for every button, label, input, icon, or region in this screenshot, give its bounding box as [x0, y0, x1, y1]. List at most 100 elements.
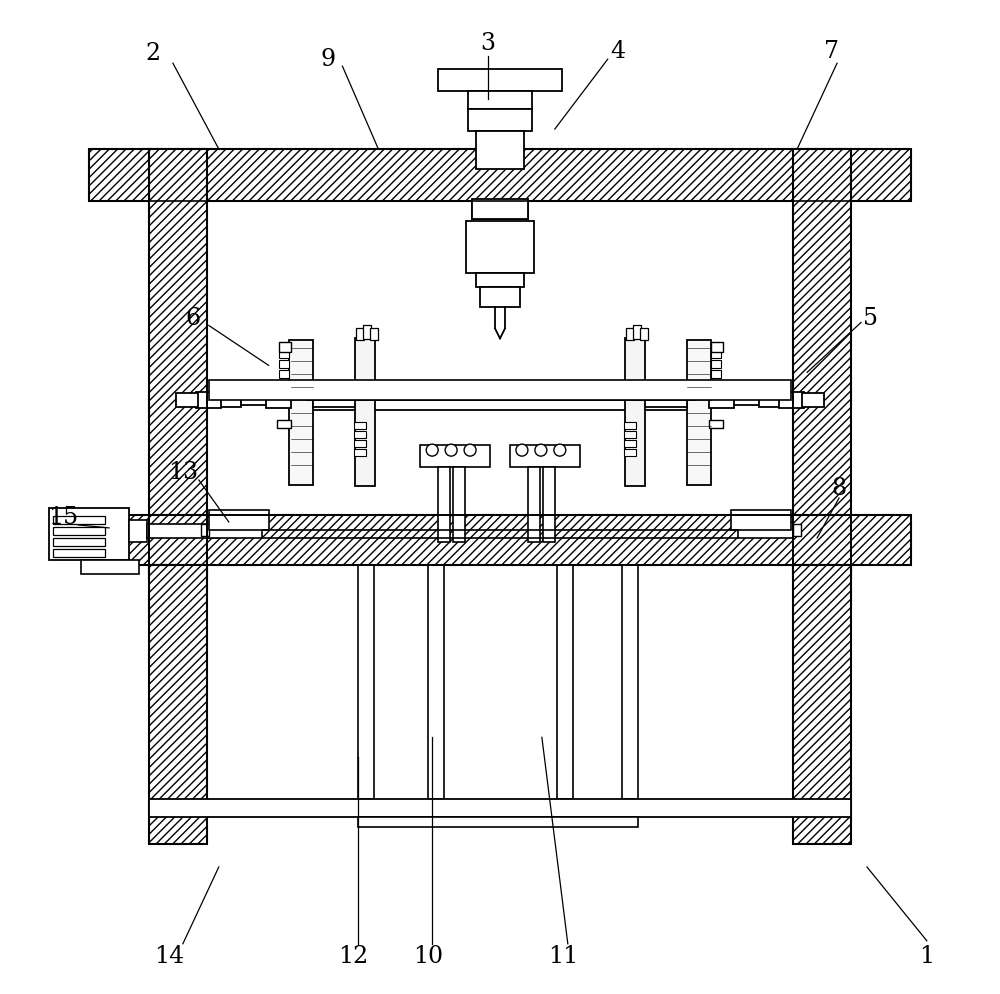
Bar [53, 538, 105, 546]
Bar [306, 391, 694, 411]
Bar [219, 394, 241, 408]
Bar [779, 393, 804, 409]
Bar [266, 397, 291, 409]
Bar [196, 393, 221, 409]
Text: 8: 8 [831, 476, 847, 500]
Bar [510, 445, 580, 467]
Bar [476, 272, 524, 286]
Bar [81, 560, 139, 574]
Bar [711, 361, 721, 369]
Bar [354, 449, 366, 456]
Text: 1: 1 [919, 945, 934, 968]
Bar [528, 467, 540, 542]
Bar [624, 422, 636, 429]
Text: 12: 12 [338, 945, 369, 968]
Text: 3: 3 [481, 32, 496, 55]
Bar [279, 351, 289, 359]
Bar [370, 328, 378, 340]
Bar [354, 431, 366, 438]
Bar [201, 524, 209, 536]
Circle shape [426, 444, 438, 456]
Bar [472, 199, 528, 219]
Bar [355, 338, 375, 486]
Bar [129, 520, 147, 542]
Bar [468, 109, 532, 131]
Bar [622, 565, 638, 799]
Bar [624, 440, 636, 447]
Bar [207, 522, 262, 538]
Bar [53, 527, 105, 535]
Bar [633, 325, 641, 339]
Bar [697, 396, 762, 406]
Bar [209, 510, 269, 530]
Bar [759, 394, 781, 408]
Bar [557, 565, 573, 799]
Bar [802, 394, 824, 408]
Bar [176, 394, 198, 408]
Text: 2: 2 [145, 42, 161, 65]
Bar [356, 328, 364, 340]
Bar [279, 361, 289, 369]
Bar [438, 467, 450, 542]
Bar [711, 343, 723, 353]
Bar [279, 391, 289, 399]
Bar [472, 201, 528, 219]
Bar [313, 398, 367, 408]
Text: 11: 11 [548, 945, 578, 968]
Bar [53, 549, 105, 557]
Text: 9: 9 [321, 48, 336, 71]
Text: 13: 13 [168, 460, 198, 483]
Text: 14: 14 [154, 945, 184, 968]
Circle shape [535, 444, 547, 456]
Bar [279, 381, 289, 389]
Bar [363, 325, 371, 339]
Bar [709, 397, 734, 409]
Bar [209, 381, 791, 401]
Bar [149, 565, 207, 844]
Text: 6: 6 [185, 307, 200, 330]
Text: 4: 4 [610, 40, 625, 63]
Bar [711, 351, 721, 359]
Bar [277, 420, 291, 428]
Bar [354, 440, 366, 447]
Bar [466, 221, 534, 272]
Bar [149, 149, 207, 578]
Text: 7: 7 [824, 40, 839, 63]
Bar [711, 391, 721, 399]
Bar [89, 515, 911, 565]
Bar [354, 422, 366, 429]
Bar [711, 381, 721, 389]
Bar [476, 131, 524, 169]
Bar [480, 286, 520, 306]
Bar [358, 817, 638, 827]
Circle shape [516, 444, 528, 456]
Bar [624, 431, 636, 438]
Bar [279, 371, 289, 379]
Bar [625, 338, 645, 486]
Bar [428, 565, 444, 799]
Bar [420, 445, 490, 467]
Bar [633, 398, 687, 408]
Bar [731, 510, 791, 530]
Circle shape [464, 444, 476, 456]
Text: 5: 5 [863, 307, 878, 330]
Bar [640, 328, 648, 340]
Bar [358, 565, 374, 799]
Bar [738, 522, 793, 538]
Bar [53, 516, 105, 524]
Circle shape [554, 444, 566, 456]
Bar [793, 524, 801, 536]
Bar [289, 340, 313, 485]
Bar [89, 149, 911, 201]
Bar [453, 467, 465, 542]
Text: 10: 10 [413, 945, 443, 968]
Bar [149, 799, 851, 817]
Circle shape [445, 444, 457, 456]
Bar [543, 467, 555, 542]
Bar [709, 420, 723, 428]
Bar [711, 371, 721, 379]
Bar [793, 149, 851, 578]
Bar [49, 508, 129, 560]
Bar [241, 396, 306, 406]
Bar [624, 449, 636, 456]
